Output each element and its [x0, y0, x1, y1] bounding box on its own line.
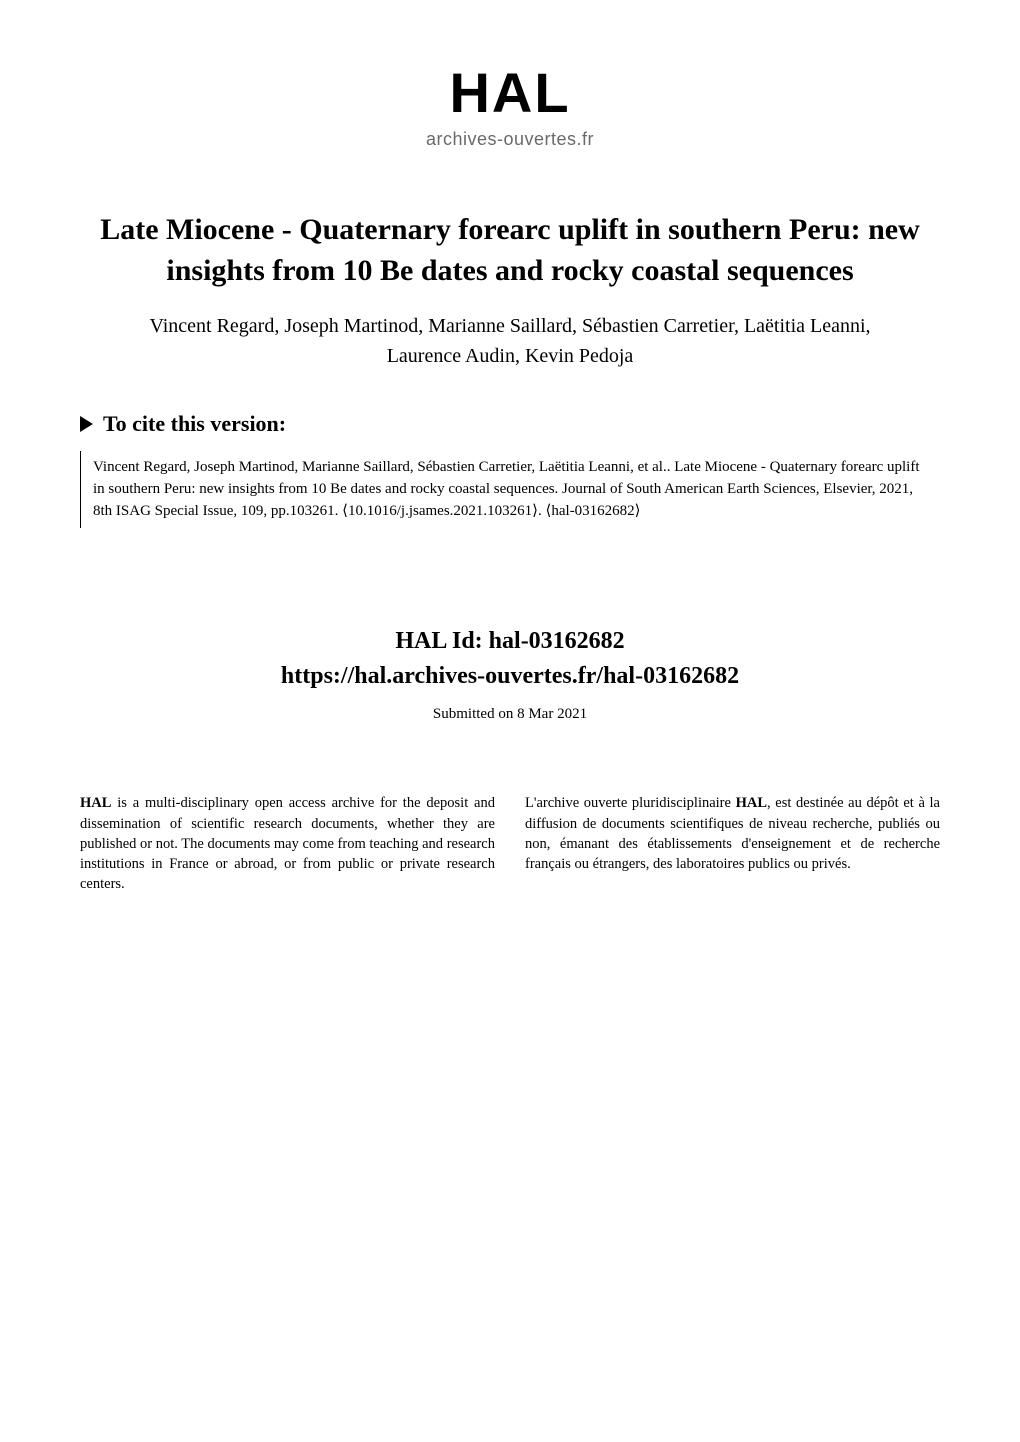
- logo-section: HAL archives-ouvertes.fr: [80, 60, 940, 150]
- authors-list: Vincent Regard, Joseph Martinod, Mariann…: [80, 311, 940, 371]
- desc-left-text: is a multi-disciplinary open access arch…: [80, 795, 495, 892]
- desc-right-prefix: L'archive ouverte pluridisciplinaire: [525, 795, 736, 811]
- hal-logo: HAL archives-ouvertes.fr: [426, 60, 594, 150]
- cite-section: To cite this version: Vincent Regard, Jo…: [80, 411, 940, 528]
- description-left: HAL is a multi-disciplinary open access …: [80, 793, 495, 894]
- submitted-date: Submitted on 8 Mar 2021: [80, 706, 940, 723]
- paper-title: Late Miocene - Quaternary forearc uplift…: [80, 210, 940, 291]
- hal-id-section: HAL Id: hal-03162682 https://hal.archive…: [80, 628, 940, 723]
- cite-header: To cite this version:: [80, 411, 940, 437]
- triangle-right-icon: [80, 416, 93, 432]
- cite-heading: To cite this version:: [103, 411, 286, 437]
- hal-cover-page: HAL archives-ouvertes.fr Late Miocene - …: [0, 0, 1020, 1442]
- description-right: L'archive ouverte pluridisciplinaire HAL…: [525, 793, 940, 894]
- logo-url-text: archives-ouvertes.fr: [426, 129, 594, 150]
- logo-text: HAL: [426, 60, 594, 125]
- hal-id-label: HAL Id: hal-03162682: [80, 628, 940, 655]
- citation-box: Vincent Regard, Joseph Martinod, Mariann…: [80, 451, 940, 528]
- hal-url: https://hal.archives-ouvertes.fr/hal-031…: [80, 663, 940, 690]
- description-columns: HAL is a multi-disciplinary open access …: [80, 793, 940, 894]
- desc-right-bold: HAL: [736, 795, 767, 811]
- desc-left-bold: HAL: [80, 795, 111, 811]
